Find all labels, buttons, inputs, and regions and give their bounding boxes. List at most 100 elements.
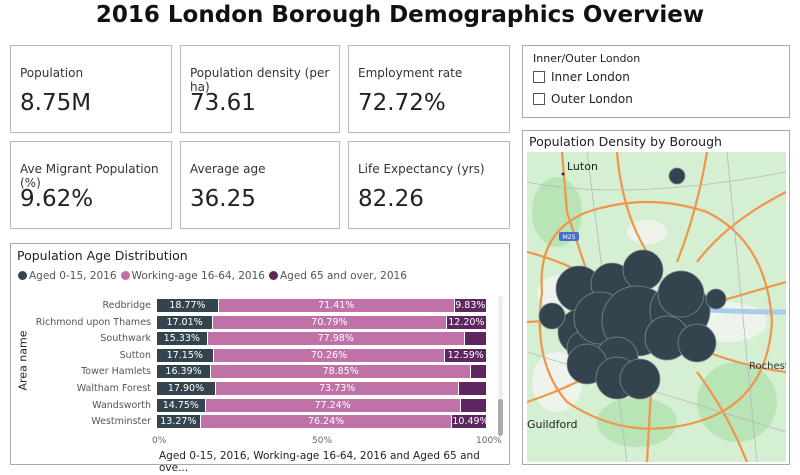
bar-segment[interactable]: 9.83% xyxy=(454,299,488,312)
kpi-label: Average age xyxy=(190,162,266,176)
option-label: Inner London xyxy=(551,70,630,84)
bar-segment[interactable]: 12.59% xyxy=(445,348,487,362)
x-tick: 0% xyxy=(152,436,167,446)
bar-segment[interactable]: 17.15% xyxy=(157,348,214,362)
population-density-map: Population Density by Borough M25 Luton … xyxy=(522,130,790,465)
option-label: Outer London xyxy=(551,92,633,106)
kpi-label: Population density (per ha) xyxy=(190,66,330,94)
bar-row: Waltham Forest 17.90% 73.73% xyxy=(11,382,491,396)
category-label: Westminster xyxy=(91,416,151,428)
kpi-label: Ave Migrant Population (%) xyxy=(20,162,159,190)
kpi-value: 8.75M xyxy=(20,90,92,116)
borough-bubble[interactable] xyxy=(657,270,705,318)
x-axis-label: Aged 0-15, 2016, Working-age 16-64, 2016… xyxy=(159,450,480,474)
category-label: Tower Hamlets xyxy=(81,366,151,378)
kpi-value: 73.61 xyxy=(190,90,256,116)
legend-label: Aged 65 and over, 2016 xyxy=(279,270,407,282)
legend-label: Working-age 16-64, 2016 xyxy=(131,270,265,282)
luton-label: Luton xyxy=(567,160,598,173)
kpi-value: 9.62% xyxy=(20,186,94,212)
bar-segment[interactable]: 12.20% xyxy=(446,315,487,329)
bar-segment[interactable]: 76.24% xyxy=(200,415,453,429)
chart-legend: Aged 0-15, 2016 Working-age 16-64, 2016 Ag… xyxy=(18,270,407,282)
bar-segment[interactable]: 15.33% xyxy=(157,332,208,346)
borough-bubble[interactable] xyxy=(705,288,727,310)
bar-row: Wandsworth 14.75% 77.24% xyxy=(11,398,491,413)
legend-item[interactable]: Working-age 16-64, 2016 xyxy=(120,270,265,282)
bar-segment[interactable]: 73.73% xyxy=(216,382,460,395)
borough-bubble[interactable] xyxy=(538,302,566,330)
kpi-label: Population xyxy=(20,66,84,80)
chart-title: Population Age Distribution xyxy=(17,248,188,263)
category-label: Wandsworth xyxy=(92,399,151,411)
bar-segment[interactable]: 14.75% xyxy=(157,398,206,412)
inner-london-option[interactable]: Inner London xyxy=(533,70,630,84)
bar-row: Richmond upon Thames 17.01% 70.79% 12.20% xyxy=(11,315,491,330)
bar-row: Redbridge 18.77% 71.41% 9.83% xyxy=(11,299,491,313)
bar-segment[interactable]: 13.27% xyxy=(157,415,201,429)
kpi-card: Population 8.75M xyxy=(10,45,172,133)
kpi-card: Employment rate 72.72% xyxy=(348,45,510,133)
checkbox[interactable] xyxy=(533,71,545,83)
kpi-card: Population density (per ha) 73.61 xyxy=(180,45,340,133)
legend-dot-icon xyxy=(18,271,27,280)
bar-row: Tower Hamlets 16.39% 78.85% xyxy=(11,365,491,379)
inner-outer-slicer: Inner/Outer London Inner London Outer Lo… xyxy=(522,45,790,118)
bar-segment[interactable]: 17.01% xyxy=(157,315,214,329)
bar-segment[interactable] xyxy=(459,382,487,395)
kpi-card: Average age 36.25 xyxy=(180,141,340,229)
kpi-card: Ave Migrant Population (%) 9.62% xyxy=(10,141,172,229)
kpi-value: 72.72% xyxy=(358,90,446,116)
rochester-label: Rochester xyxy=(749,361,786,372)
age-distribution-chart: Population Age Distribution Aged 0-15, 2… xyxy=(10,243,510,474)
x-tick: 100% xyxy=(476,436,502,446)
x-tick: 50% xyxy=(312,436,333,446)
legend-dot-icon xyxy=(120,271,130,280)
kpi-value: 82.26 xyxy=(358,186,424,212)
bar-segment[interactable] xyxy=(464,332,487,346)
bar-segment[interactable]: 17.90% xyxy=(157,382,217,395)
category-label: Southwark xyxy=(100,333,151,345)
borough-bubble[interactable] xyxy=(619,358,661,400)
slicer-title: Inner/Outer London xyxy=(533,52,641,65)
y-axis-label: Area name xyxy=(16,330,30,391)
map-title: Population Density by Borough xyxy=(529,134,722,149)
bar-segment[interactable]: 77.98% xyxy=(207,332,465,346)
m25-label: M25 xyxy=(563,234,576,241)
scrollbar-thumb[interactable] xyxy=(498,399,503,436)
guildford-label: Guildford xyxy=(527,418,578,431)
kpi-label: Life Expectancy (yrs) xyxy=(358,162,485,176)
bar-segment[interactable]: 77.24% xyxy=(205,398,461,412)
page-title: 2016 London Borough Demographics Overvie… xyxy=(95,2,705,28)
borough-bubble[interactable] xyxy=(677,323,717,363)
legend-label: Aged 0-15, 2016 xyxy=(29,270,117,282)
bar-row: Sutton 17.15% 70.26% 12.59% xyxy=(11,348,491,363)
kpi-value: 36.25 xyxy=(190,186,256,212)
legend-dot-icon xyxy=(268,271,278,280)
borough-bubble[interactable] xyxy=(622,249,664,291)
legend-item[interactable]: Aged 0-15, 2016 xyxy=(18,270,117,282)
bar-segment[interactable]: 18.77% xyxy=(157,299,219,312)
bar-segment[interactable]: 70.79% xyxy=(213,315,447,329)
bar-segment[interactable]: 71.41% xyxy=(218,299,455,312)
bar-row: Southwark 15.33% 77.98% xyxy=(11,332,491,346)
scrollbar-track[interactable] xyxy=(498,296,503,436)
bar-segment[interactable]: 10.49% xyxy=(452,415,489,429)
category-label: Waltham Forest xyxy=(76,383,151,394)
bar-segment[interactable] xyxy=(471,365,487,379)
category-label: Redbridge xyxy=(102,300,151,311)
bar-segment[interactable]: 78.85% xyxy=(211,365,472,379)
bar-segment[interactable]: 70.26% xyxy=(213,348,446,362)
category-label: Sutton xyxy=(119,349,151,361)
legend-item[interactable]: Aged 65 and over, 2016 xyxy=(268,270,407,282)
borough-bubble[interactable] xyxy=(668,167,686,185)
map-canvas[interactable]: M25 Luton Rochester Guildford xyxy=(527,152,786,462)
bar-segment[interactable] xyxy=(460,398,487,412)
checkbox[interactable] xyxy=(533,93,545,105)
bar-row: Westminster 13.27% 76.24% 10.49% xyxy=(11,415,491,429)
bar-segment[interactable]: 16.39% xyxy=(157,365,212,379)
category-label: Richmond upon Thames xyxy=(35,316,151,328)
kpi-card: Life Expectancy (yrs) 82.26 xyxy=(348,141,510,229)
kpi-label: Employment rate xyxy=(358,66,463,80)
outer-london-option[interactable]: Outer London xyxy=(533,92,633,106)
